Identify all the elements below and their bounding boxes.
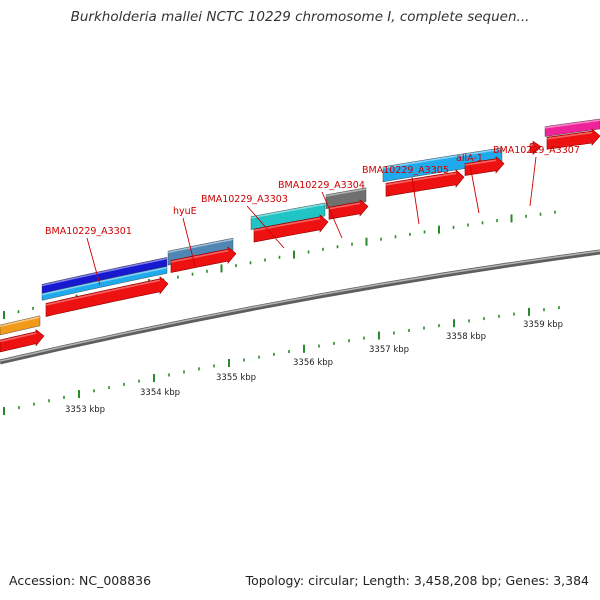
scale-label: 3356 kbp: [293, 358, 333, 368]
scale-label: 3357 kbp: [369, 345, 409, 355]
scale-label: 3354 kbp: [140, 388, 180, 398]
cds-arrow: [328, 199, 369, 220]
cds-arrow-shine: [546, 131, 593, 140]
cds-arrow: [464, 156, 505, 176]
feature-bar-shine: [0, 316, 41, 327]
cds-arrow-shine: [170, 249, 229, 263]
scale-label: 3359 kbp: [523, 320, 563, 330]
cds-arrow: [529, 140, 542, 156]
feature-bar: [544, 118, 600, 137]
cds-arrow: [0, 329, 45, 353]
label-leader-line: [321, 191, 343, 239]
label-leader-line: [86, 237, 101, 286]
gene-label: BMA10229_A3304: [278, 180, 365, 191]
accession-text: Accession: NC_008836: [9, 573, 152, 588]
label-leader-line: [411, 176, 420, 225]
scale-label: 3355 kbp: [216, 373, 256, 383]
cds-arrow-shine: [253, 217, 321, 232]
cds-arrow: [45, 276, 169, 317]
map-title: Burkholderia mallei NCTC 10229 chromosom…: [70, 9, 530, 25]
feature-bar-shine: [250, 203, 326, 219]
gene-label: BMA10229_A3303: [201, 194, 288, 205]
label-leader-line: [529, 156, 537, 207]
backbone-highlight: [0, 250, 600, 362]
label-leader-line: [182, 217, 196, 267]
feature-bar-shine: [325, 188, 367, 197]
feature-bar-shine: [382, 148, 503, 169]
cds-arrow-shine: [385, 172, 457, 186]
cds-arrow: [546, 128, 600, 150]
genome-summary-text: Topology: circular; Length: 3,458,208 bp…: [245, 573, 589, 588]
scale-label: 3353 kbp: [65, 405, 105, 415]
feature-bar: [41, 266, 168, 301]
feature-bar: [0, 315, 41, 336]
gene-label: allA-1: [456, 153, 483, 164]
label-leader-line: [246, 205, 285, 249]
label-layer: 3353 kbp 3354 kbp 3355 kbp 3356 kbp 3357 kbp…: [45, 145, 580, 415]
gene-label: BMA10229_A3307: [493, 145, 580, 156]
cds-arrow-shine: [45, 279, 161, 306]
feature-layer: [0, 118, 600, 353]
backbone-layer: [0, 249, 600, 365]
cds-arrow-shine: [328, 202, 361, 210]
gene-label: BMA10229_A3305: [362, 165, 449, 176]
tick-layer: [3, 210, 560, 416]
label-leader-line: [469, 164, 480, 214]
cds-arrow: [170, 246, 237, 273]
gene-label: BMA10229_A3301: [45, 226, 132, 237]
gene-label: hyuE: [173, 206, 197, 217]
backbone-line: [0, 249, 600, 365]
cds-arrow: [385, 169, 465, 197]
feature-bar-shine: [167, 238, 234, 254]
scale-label: 3358 kbp: [446, 332, 486, 342]
feature-bar-shine: [41, 266, 168, 296]
cds-arrow-shine: [0, 332, 37, 343]
feature-bar-shine: [41, 257, 168, 287]
cds-arrow-shine: [464, 159, 497, 166]
feature-bar-shine: [544, 119, 600, 129]
